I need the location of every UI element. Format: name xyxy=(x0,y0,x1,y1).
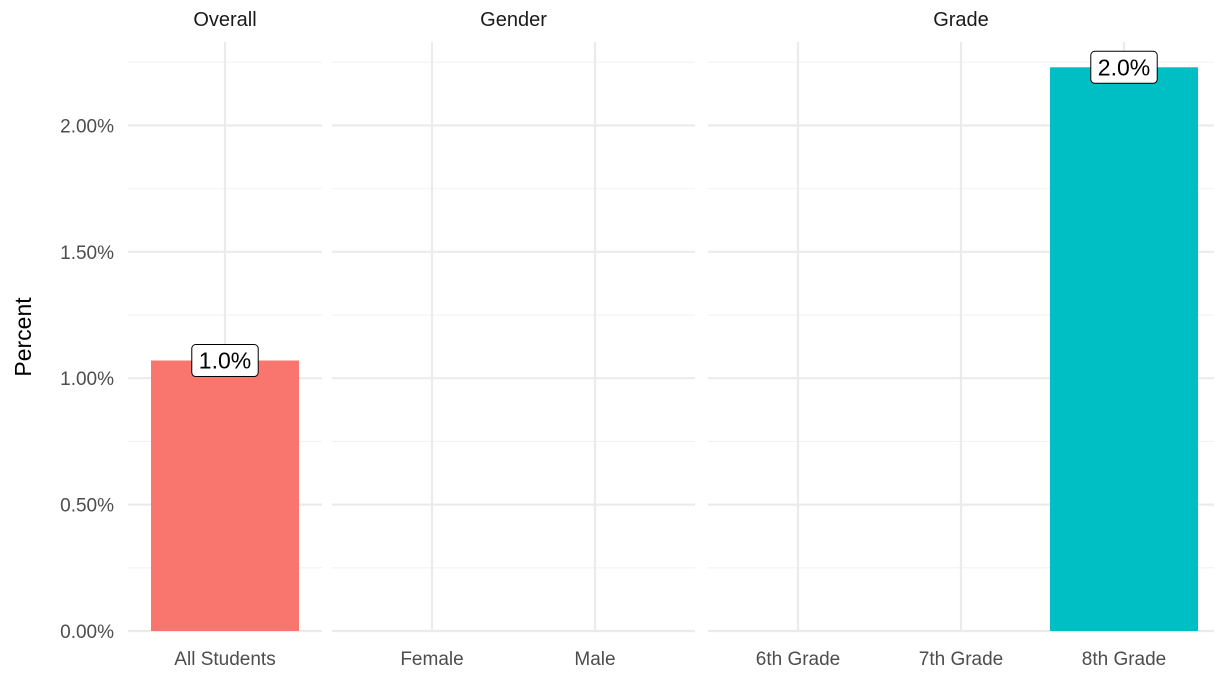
data-label-box xyxy=(1090,50,1158,84)
bar-layer xyxy=(151,67,1198,631)
facet-title: Grade xyxy=(933,9,989,31)
y-tick-label: 1.00% xyxy=(60,369,114,390)
x-tick-label: Male xyxy=(574,649,615,670)
bar xyxy=(1050,67,1198,631)
x-tick-label: 7th Grade xyxy=(919,649,1004,670)
y-tick-label: 1.50% xyxy=(60,243,114,264)
y-tick-label: 0.50% xyxy=(60,496,114,517)
x-tick-label: 8th Grade xyxy=(1082,649,1167,670)
facet-title: Gender xyxy=(480,9,547,31)
facet-title: Overall xyxy=(193,9,256,31)
x-tick-label: All Students xyxy=(174,649,275,670)
x-tick-label: Female xyxy=(400,649,463,670)
text-layer: 0.00% 0.50% 1.00% 1.50% 2.00% Overall All Stud… xyxy=(60,9,1166,670)
data-label-layer: 1.0% 2.0% xyxy=(191,50,1158,378)
data-label: 2.0% xyxy=(1098,54,1150,80)
x-tick-label: 6th Grade xyxy=(756,649,841,670)
y-axis-title: Percent xyxy=(10,297,36,377)
data-label: 1.0% xyxy=(199,348,251,374)
y-tick-label: 0.00% xyxy=(60,622,114,643)
y-tick-label: 2.00% xyxy=(60,116,114,137)
data-label-box xyxy=(191,344,259,378)
bar xyxy=(151,360,299,631)
